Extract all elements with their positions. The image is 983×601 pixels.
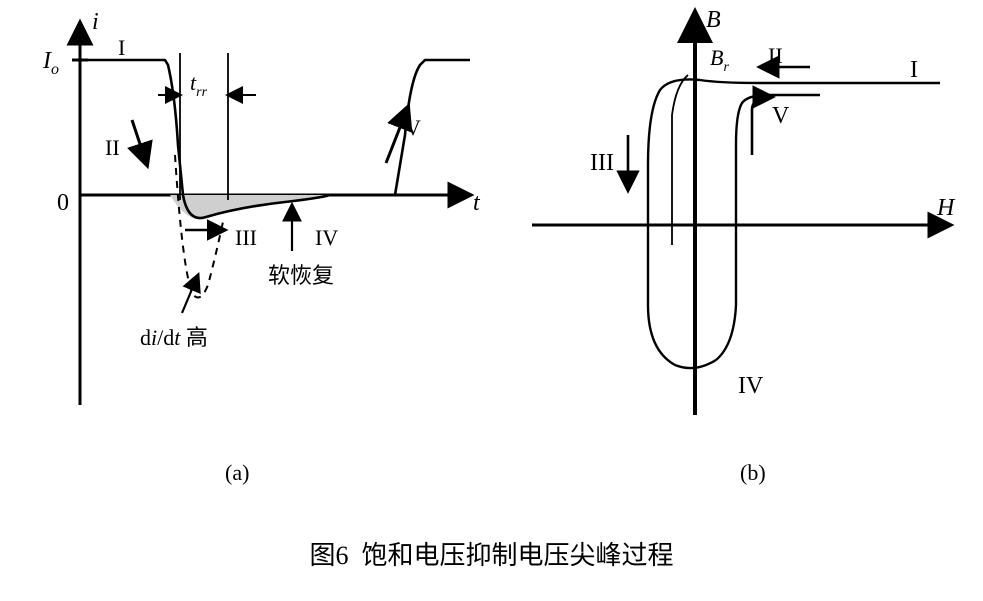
label-IV-b: IV: [738, 373, 764, 399]
label-III-a: III: [235, 225, 257, 250]
Br-label: Br: [710, 45, 729, 75]
arrow-II-a: [132, 120, 147, 165]
label-I-a: I: [118, 35, 125, 60]
B-axis-label: B: [706, 7, 721, 33]
didt-arrow: [182, 275, 198, 313]
panel-b-svg: B H Br I II II: [520, 5, 965, 425]
axes-a: [80, 23, 470, 405]
label-II-b: II: [768, 43, 783, 68]
label-III-b: III: [590, 150, 614, 176]
axes-b: [532, 13, 950, 415]
bh-inner: [672, 75, 688, 245]
panel-a: i t 0 Io trr I: [10, 5, 490, 425]
origin-label: 0: [57, 190, 69, 216]
caption-text: 饱和电压抑制电压尖峰过程: [362, 541, 674, 570]
panel-b: B H Br I II II: [520, 5, 965, 425]
bh-top-branch: [700, 80, 940, 83]
page: i t 0 Io trr I: [0, 0, 983, 601]
didt-text: di/dt 高: [140, 325, 208, 350]
label-I-b: I: [910, 57, 918, 83]
panel-a-svg: i t 0 Io trr I: [10, 5, 490, 425]
soft-recovery-text: 软恢复: [268, 263, 334, 288]
label-II-a: II: [105, 135, 120, 160]
label-V-b: V: [772, 103, 790, 129]
y-axis-label: i: [92, 9, 99, 35]
H-axis-label: H: [936, 195, 956, 221]
figure-caption: 图6 饱和电压抑制电压尖峰过程: [0, 535, 983, 572]
Io-label: Io: [42, 48, 59, 78]
label-V-a: V: [405, 115, 421, 140]
trr-label: trr: [190, 70, 208, 100]
label-IV-a: IV: [315, 225, 338, 250]
panel-b-label: (b): [740, 460, 766, 486]
bh-right-up: [716, 95, 768, 360]
arrow-V-b: [752, 97, 772, 155]
caption-prefix: 图6: [309, 541, 348, 570]
x-axis-label: t: [473, 190, 481, 216]
panel-a-label: (a): [225, 460, 249, 486]
